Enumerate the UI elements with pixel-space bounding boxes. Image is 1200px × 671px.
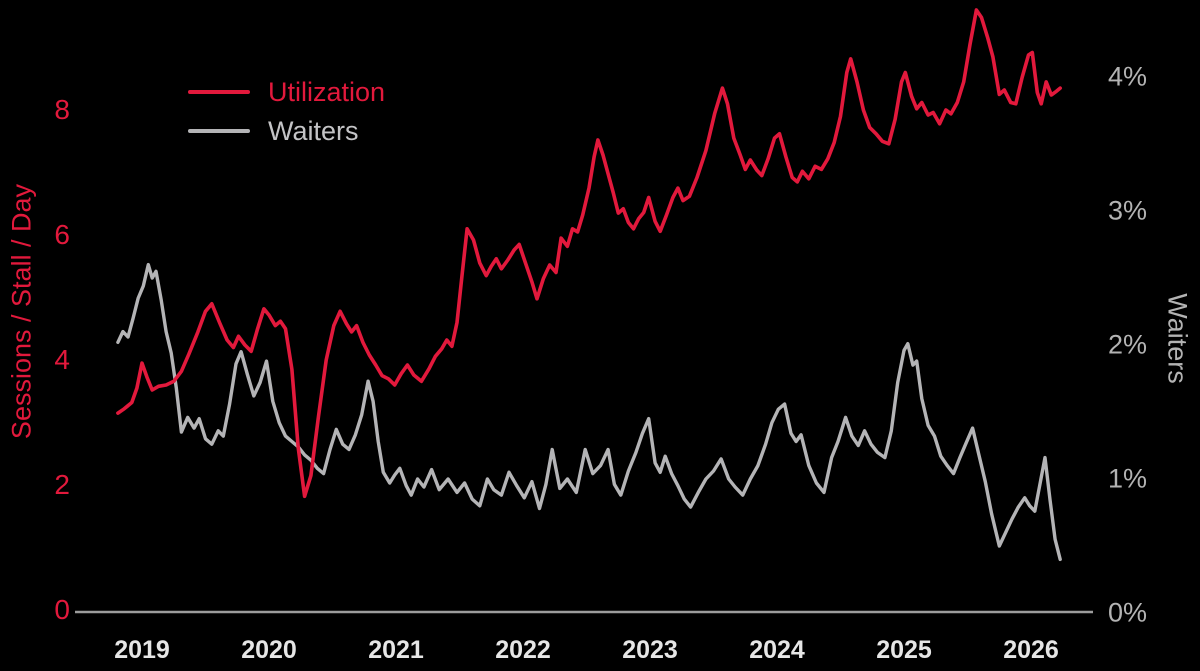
x-tick-label: 2021 [368, 636, 424, 664]
utilization-line [116, 8, 1062, 499]
right-tick-label: 2% [1108, 329, 1148, 360]
left-tick-label: 4 [54, 344, 70, 375]
x-tick-label: 2025 [876, 636, 932, 664]
x-tick-label: 2022 [495, 636, 551, 664]
x-tick-label: 2023 [622, 636, 678, 664]
left-tick-label: 2 [54, 469, 70, 500]
right-tick-label: 1% [1108, 463, 1148, 494]
waiters-line [116, 262, 1062, 562]
x-tick-label: 2019 [114, 636, 170, 664]
x-tick-label: 2026 [1003, 636, 1059, 664]
x-tick-label: 2024 [749, 636, 805, 664]
waiters-legend-label: Waiters [268, 116, 359, 146]
x-tick-label: 2020 [241, 636, 297, 664]
right-axis-title: Waiters [1162, 293, 1193, 384]
right-tick-label: 4% [1108, 61, 1148, 92]
right-tick-label: 0% [1108, 597, 1148, 628]
left-tick-label: 8 [54, 94, 70, 125]
waiters-legend-swatch [188, 129, 250, 133]
utilization-legend-swatch [188, 90, 250, 94]
right-tick-label: 3% [1108, 195, 1148, 226]
left-axis-title: Sessions / Stall / Day [6, 183, 37, 440]
left-tick-label: 0 [54, 594, 70, 625]
left-tick-label: 6 [54, 219, 70, 250]
utilization-legend-label: Utilization [268, 77, 386, 107]
